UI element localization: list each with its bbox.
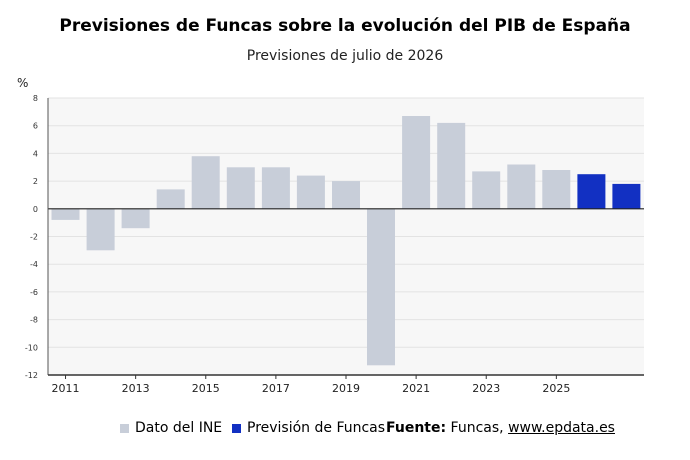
bar-funcas bbox=[577, 174, 606, 209]
bar-ine bbox=[51, 208, 80, 220]
legend-item-ine[interactable]: Dato del INE bbox=[120, 420, 222, 436]
bar-ine bbox=[542, 170, 571, 209]
x-tick-label: 2021 bbox=[402, 382, 430, 395]
bar-ine bbox=[86, 208, 115, 251]
bar-ine bbox=[367, 208, 395, 366]
y-tick-label: -4 bbox=[30, 260, 38, 269]
source-prefix: Fuente: bbox=[386, 420, 447, 436]
legend-item-funcas[interactable]: Previsión de Funcas bbox=[232, 420, 385, 436]
chart-title: Previsiones de Funcas sobre la evolución… bbox=[59, 16, 631, 36]
x-tick-label: 2017 bbox=[262, 382, 290, 395]
y-tick-label: 0 bbox=[33, 205, 38, 214]
legend-label-ine: Dato del INE bbox=[135, 420, 223, 436]
y-tick-label: -8 bbox=[30, 316, 38, 325]
legend-swatch-ine bbox=[120, 423, 129, 433]
bar-ine bbox=[402, 116, 431, 209]
y-axis-unit: % bbox=[17, 76, 29, 90]
y-tick-label: -10 bbox=[25, 343, 38, 352]
x-tick-label: 2013 bbox=[122, 382, 150, 395]
x-tick-label: 2015 bbox=[192, 382, 220, 395]
bar-ine bbox=[226, 167, 255, 209]
source-credit: Fuente: Funcas, www.epdata.es bbox=[386, 420, 615, 436]
bar-ine bbox=[261, 167, 290, 209]
bar-funcas bbox=[612, 183, 641, 209]
legend-swatch-funcas bbox=[232, 423, 241, 433]
bar-ine bbox=[472, 171, 501, 209]
y-tick-label: 2 bbox=[33, 177, 38, 186]
y-tick-label: 6 bbox=[33, 122, 38, 131]
bar-ine bbox=[507, 164, 536, 209]
chart-subtitle: Previsiones de julio de 2026 bbox=[246, 48, 444, 64]
x-tick-label: 2025 bbox=[542, 382, 570, 395]
y-tick-label: -2 bbox=[30, 233, 38, 242]
bar-ine bbox=[437, 122, 466, 209]
y-tick-label: -12 bbox=[25, 371, 38, 380]
bar-ine bbox=[156, 189, 185, 209]
bar-ine bbox=[332, 181, 360, 209]
bar-ine bbox=[296, 175, 325, 209]
x-tick-label: 2023 bbox=[472, 382, 500, 395]
legend-label-funcas: Previsión de Funcas bbox=[247, 420, 386, 436]
x-tick-label: 2019 bbox=[332, 382, 360, 395]
y-tick-label: -6 bbox=[30, 288, 38, 297]
source-text: Funcas, bbox=[446, 420, 509, 436]
bar-ine bbox=[121, 208, 150, 229]
y-tick-label: 4 bbox=[33, 149, 38, 158]
x-tick-label: 2011 bbox=[52, 382, 80, 395]
bar-ine bbox=[191, 156, 220, 209]
y-tick-label: 8 bbox=[33, 94, 38, 103]
source-link[interactable]: www.epdata.es bbox=[508, 420, 615, 436]
legend: Dato del INE Previsión de Funcas Fuente:… bbox=[0, 420, 690, 440]
